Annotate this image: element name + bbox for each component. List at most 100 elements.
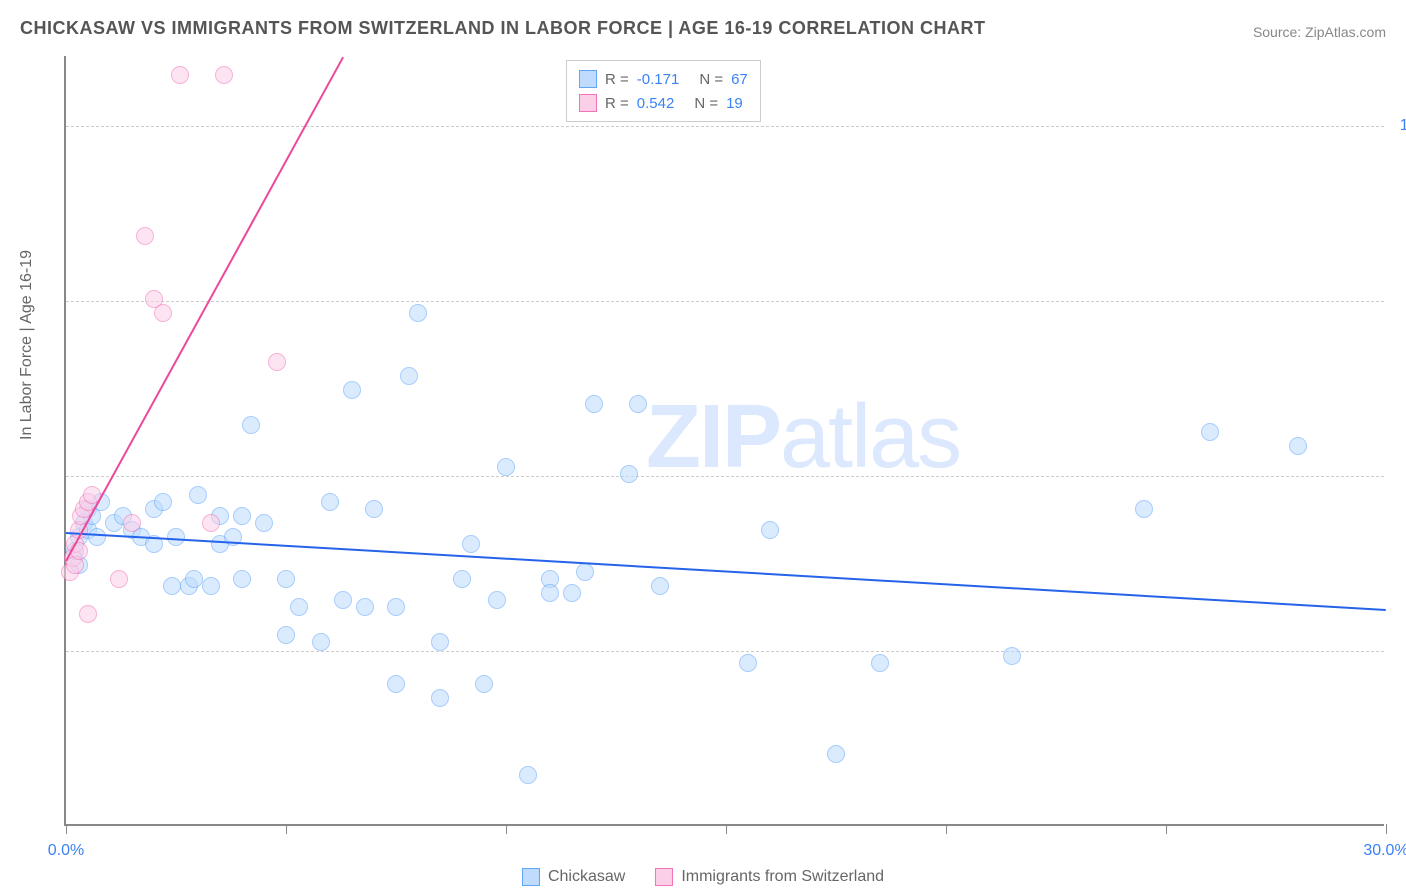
data-point (453, 570, 471, 588)
data-point (387, 598, 405, 616)
data-point (268, 353, 286, 371)
data-point (277, 626, 295, 644)
data-point (202, 514, 220, 532)
x-tick (1386, 824, 1387, 834)
source-label: Source: ZipAtlas.com (1253, 24, 1386, 40)
data-point (475, 675, 493, 693)
y-axis-label: In Labor Force | Age 16-19 (18, 250, 36, 440)
data-point (431, 689, 449, 707)
gridline (66, 476, 1384, 477)
gridline (66, 301, 1384, 302)
data-point (739, 654, 757, 672)
data-point (123, 514, 141, 532)
legend-r-value: 0.542 (637, 95, 675, 112)
data-point (1003, 647, 1021, 665)
data-point (242, 416, 260, 434)
data-point (136, 227, 154, 245)
legend-r-label: R = (605, 71, 629, 88)
data-point (585, 395, 603, 413)
data-point (1201, 423, 1219, 441)
watermark-rest: atlas (780, 387, 960, 487)
legend-r-label: R = (605, 95, 629, 112)
data-point (629, 395, 647, 413)
data-point (110, 570, 128, 588)
data-point (1289, 437, 1307, 455)
legend-n-value: 67 (731, 71, 748, 88)
data-point (563, 584, 581, 602)
data-point (312, 633, 330, 651)
x-tick (506, 824, 507, 834)
legend-swatch (655, 868, 673, 886)
data-point (277, 570, 295, 588)
data-point (356, 598, 374, 616)
watermark: ZIPatlas (646, 386, 960, 489)
legend-r-value: -0.171 (637, 71, 680, 88)
chart-title: CHICKASAW VS IMMIGRANTS FROM SWITZERLAND… (20, 18, 986, 39)
legend-n-label: N = (694, 95, 718, 112)
data-point (154, 493, 172, 511)
data-point (462, 535, 480, 553)
trend-line (65, 57, 344, 562)
y-tick-label: 75.0% (1394, 292, 1406, 310)
watermark-bold: ZIP (646, 387, 780, 487)
x-tick-label: 30.0% (1363, 842, 1406, 860)
data-point (409, 304, 427, 322)
data-point (761, 521, 779, 539)
data-point (431, 633, 449, 651)
bottom-legend-item: Immigrants from Switzerland (655, 868, 884, 886)
trend-line (66, 532, 1386, 611)
data-point (827, 745, 845, 763)
data-point (154, 304, 172, 322)
y-tick-label: 100.0% (1394, 117, 1406, 135)
x-tick (286, 824, 287, 834)
legend-n-value: 19 (726, 95, 743, 112)
data-point (255, 514, 273, 532)
data-point (321, 493, 339, 511)
x-tick (66, 824, 67, 834)
data-point (185, 570, 203, 588)
data-point (79, 605, 97, 623)
data-point (215, 66, 233, 84)
data-point (519, 766, 537, 784)
data-point (651, 577, 669, 595)
data-point (171, 66, 189, 84)
legend-label: Immigrants from Switzerland (681, 868, 884, 886)
bottom-legend-item: Chickasaw (522, 868, 625, 886)
stats-legend-row: R = -0.171 N = 67 (579, 67, 748, 91)
gridline (66, 651, 1384, 652)
legend-n-label: N = (699, 71, 723, 88)
bottom-legend: Chickasaw Immigrants from Switzerland (522, 868, 884, 886)
data-point (163, 577, 181, 595)
data-point (400, 367, 418, 385)
x-tick (946, 824, 947, 834)
chart-plot-area: ZIPatlas R = -0.171 N = 67 R = 0.542 N = 19… (64, 56, 1384, 826)
data-point (334, 591, 352, 609)
gridline (66, 126, 1384, 127)
stats-legend: R = -0.171 N = 67 R = 0.542 N = 19 (566, 60, 761, 122)
x-tick (1166, 824, 1167, 834)
data-point (88, 528, 106, 546)
data-point (343, 381, 361, 399)
x-tick (726, 824, 727, 834)
stats-legend-row: R = 0.542 N = 19 (579, 91, 748, 115)
data-point (576, 563, 594, 581)
data-point (233, 507, 251, 525)
data-point (620, 465, 638, 483)
data-point (541, 584, 559, 602)
legend-swatch (579, 94, 597, 112)
data-point (497, 458, 515, 476)
data-point (365, 500, 383, 518)
y-tick-label: 50.0% (1394, 467, 1406, 485)
legend-swatch (579, 70, 597, 88)
data-point (202, 577, 220, 595)
data-point (387, 675, 405, 693)
legend-label: Chickasaw (548, 868, 625, 886)
data-point (290, 598, 308, 616)
x-tick-label: 0.0% (48, 842, 84, 860)
y-tick-label: 25.0% (1394, 642, 1406, 660)
data-point (189, 486, 207, 504)
data-point (488, 591, 506, 609)
data-point (167, 528, 185, 546)
data-point (233, 570, 251, 588)
legend-swatch (522, 868, 540, 886)
